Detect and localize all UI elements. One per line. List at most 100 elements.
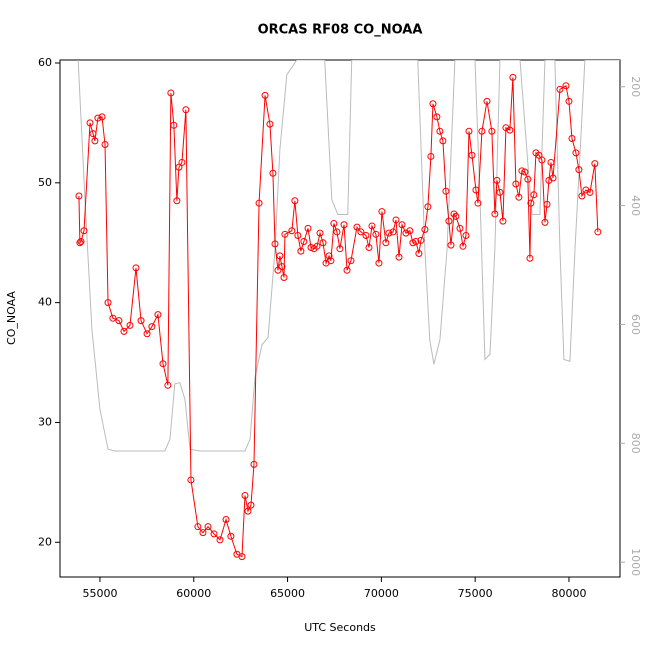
point xyxy=(89,130,97,138)
point xyxy=(395,253,403,261)
point xyxy=(98,113,106,121)
point xyxy=(406,227,414,235)
point xyxy=(412,238,420,246)
point xyxy=(333,228,341,236)
point xyxy=(300,238,308,246)
point xyxy=(80,227,88,235)
point xyxy=(392,216,400,224)
point xyxy=(493,176,501,184)
point xyxy=(524,175,532,183)
point xyxy=(483,97,491,105)
point xyxy=(353,223,361,231)
point xyxy=(509,73,517,81)
point xyxy=(357,228,365,236)
point xyxy=(120,327,128,335)
point xyxy=(442,187,450,195)
point xyxy=(170,121,178,129)
x-axis-label: UTC Seconds xyxy=(304,621,376,634)
point xyxy=(278,263,286,271)
point xyxy=(164,381,172,389)
point xyxy=(199,529,207,537)
point xyxy=(178,158,186,166)
point xyxy=(91,137,99,145)
point xyxy=(77,238,85,246)
point xyxy=(462,232,470,240)
point xyxy=(530,191,538,199)
point xyxy=(291,197,299,205)
plot-area xyxy=(75,60,620,561)
point xyxy=(261,91,269,99)
y2-tick-label: 600 xyxy=(629,314,642,335)
point xyxy=(459,242,467,250)
point xyxy=(549,174,557,182)
point xyxy=(109,314,117,322)
point xyxy=(538,156,546,164)
point xyxy=(210,530,218,538)
point xyxy=(255,199,263,207)
point xyxy=(271,240,279,248)
point xyxy=(556,85,564,93)
point xyxy=(385,229,393,237)
point xyxy=(378,208,386,216)
point xyxy=(488,127,496,135)
point xyxy=(547,158,555,166)
point xyxy=(452,212,460,220)
point xyxy=(343,266,351,274)
point xyxy=(568,134,576,142)
point xyxy=(456,224,464,232)
point xyxy=(496,188,504,196)
point xyxy=(325,252,333,260)
y-tick-label: 60 xyxy=(38,56,52,69)
point xyxy=(433,113,441,121)
point xyxy=(327,257,335,265)
point xyxy=(288,227,296,235)
point xyxy=(362,232,370,240)
point xyxy=(126,321,134,329)
point xyxy=(187,476,195,484)
series-line xyxy=(77,60,620,452)
point xyxy=(474,199,482,207)
point xyxy=(591,160,599,168)
point xyxy=(382,239,390,247)
point xyxy=(137,317,145,325)
point xyxy=(148,323,156,331)
x-tick-label: 70000 xyxy=(364,587,399,600)
point xyxy=(429,100,437,108)
point xyxy=(472,186,480,194)
point xyxy=(521,168,529,176)
point xyxy=(204,523,212,531)
point xyxy=(415,250,423,258)
point xyxy=(543,200,551,208)
point xyxy=(132,264,140,272)
point xyxy=(250,460,258,468)
point xyxy=(104,299,112,307)
point xyxy=(575,166,583,174)
x-tick-label: 55000 xyxy=(82,587,117,600)
point xyxy=(159,360,167,368)
point xyxy=(173,197,181,205)
point xyxy=(304,224,312,232)
point xyxy=(518,167,526,175)
point xyxy=(541,218,549,226)
plot-frame xyxy=(59,59,621,578)
point xyxy=(515,193,523,201)
x-tick-label: 80000 xyxy=(551,587,586,600)
point xyxy=(86,119,94,127)
point xyxy=(281,230,289,238)
point xyxy=(216,536,224,544)
point xyxy=(572,149,580,157)
point xyxy=(347,257,355,265)
point xyxy=(227,532,235,540)
point xyxy=(154,311,162,319)
point xyxy=(465,127,473,135)
point xyxy=(274,266,282,274)
y-axis-label: CO_NOAA xyxy=(5,291,18,345)
chart-title: ORCAS RF08 CO_NOAA xyxy=(258,23,423,38)
point xyxy=(436,127,444,135)
point xyxy=(276,252,284,260)
point xyxy=(94,114,102,122)
point xyxy=(182,106,190,114)
point xyxy=(167,89,175,97)
point xyxy=(491,210,499,218)
point xyxy=(421,226,429,234)
